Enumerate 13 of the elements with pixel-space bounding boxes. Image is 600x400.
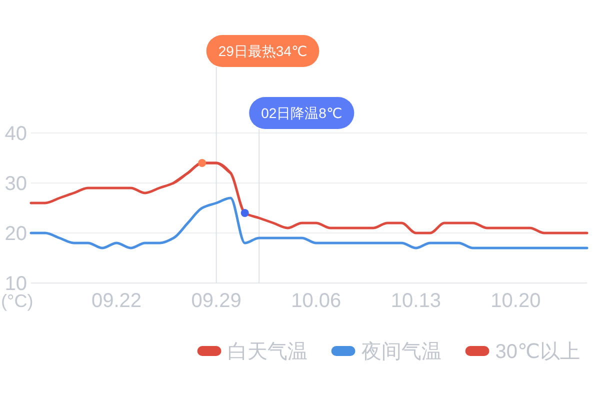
x-tick-label: 10.20: [490, 290, 541, 312]
x-tick-label: 10.13: [390, 290, 441, 312]
legend-label: 夜间气温: [361, 341, 442, 363]
x-tick-label: 10.06: [291, 290, 342, 312]
y-tick-label: 20: [4, 223, 27, 245]
ref-line-label: 29日最热34℃: [218, 43, 308, 59]
ref-line-label: 02日降温8℃: [261, 105, 342, 121]
x-tick-label: 09.29: [191, 290, 242, 312]
y-tick-label: 30: [4, 173, 27, 195]
legend-label: 白天气温: [227, 341, 308, 363]
legend-label: 30℃以上: [495, 341, 580, 363]
y-tick-label: 40: [4, 123, 27, 145]
x-tick-label: 09.22: [92, 290, 142, 312]
